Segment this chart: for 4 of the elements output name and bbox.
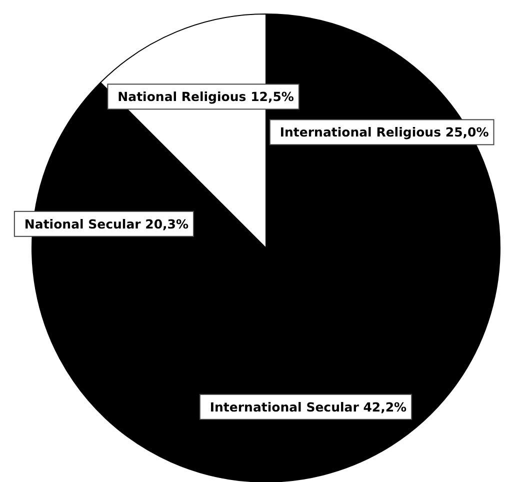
slice-label: National Religious 12,5%	[118, 89, 294, 104]
slice-label: National Secular 20,3%	[24, 216, 190, 232]
slice-label: International Religious 25,0%	[280, 124, 490, 140]
slice-label: International Secular 42,2%	[210, 399, 408, 414]
